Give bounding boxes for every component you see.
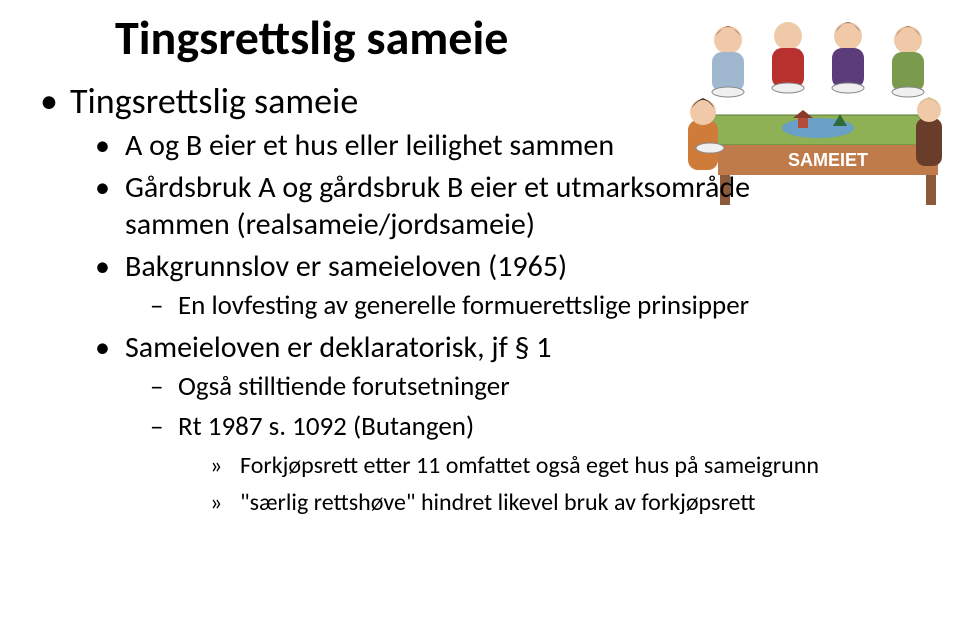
bullet-text: Sameieloven er deklaratorisk, jf § 1 bbox=[125, 329, 551, 366]
bullet-level3: Rt 1987 s. 1092 (Butangen) bbox=[150, 410, 960, 444]
person-2-icon bbox=[772, 22, 804, 88]
bullet-text: "særlig rettshøve" hindret likevel bruk … bbox=[240, 488, 756, 517]
slide-body: Tingsrettslig sameie A og B eier et hus … bbox=[0, 80, 960, 524]
bullet-level2: Bakgrunnslov er sameieloven (1965) bbox=[95, 248, 960, 286]
bullet-level3: En lovfesting av generelle formuerettsli… bbox=[150, 289, 960, 323]
slide: Tingsrettslig sameie bbox=[0, 0, 960, 644]
bullet-text: Bakgrunnslov er sameieloven (1965) bbox=[125, 248, 567, 285]
bullet-level4: Forkjøpsrett etter 11 omfattet også eget… bbox=[210, 450, 920, 481]
bullet-text: Også stilltiende forutsetninger bbox=[178, 370, 510, 403]
bullet-level2: Gårdsbruk A og gårdsbruk B eier et utmar… bbox=[95, 169, 845, 244]
person-3-icon bbox=[832, 22, 864, 88]
bullet-level4: "særlig rettshøve" hindret likevel bruk … bbox=[210, 487, 920, 518]
bullet-level1: Tingsrettslig sameie bbox=[40, 80, 960, 123]
slide-title: Tingsrettslig sameie bbox=[115, 8, 508, 67]
bullet-text: En lovfesting av generelle formuerettsli… bbox=[178, 289, 749, 322]
bullet-level3: Også stilltiende forutsetninger bbox=[150, 370, 960, 404]
bullet-text: Rt 1987 s. 1092 (Butangen) bbox=[178, 410, 474, 443]
bullet-text: Forkjøpsrett etter 11 omfattet også eget… bbox=[240, 451, 819, 480]
bullet-level2: A og B eier et hus eller leilighet samme… bbox=[95, 127, 960, 165]
bullet-text: Tingsrettslig sameie bbox=[70, 79, 358, 123]
bullet-text: A og B eier et hus eller leilighet samme… bbox=[125, 127, 614, 164]
bullet-level2: Sameieloven er deklaratorisk, jf § 1 bbox=[95, 329, 960, 367]
bullet-text: Gårdsbruk A og gårdsbruk B eier et utmar… bbox=[125, 169, 750, 244]
